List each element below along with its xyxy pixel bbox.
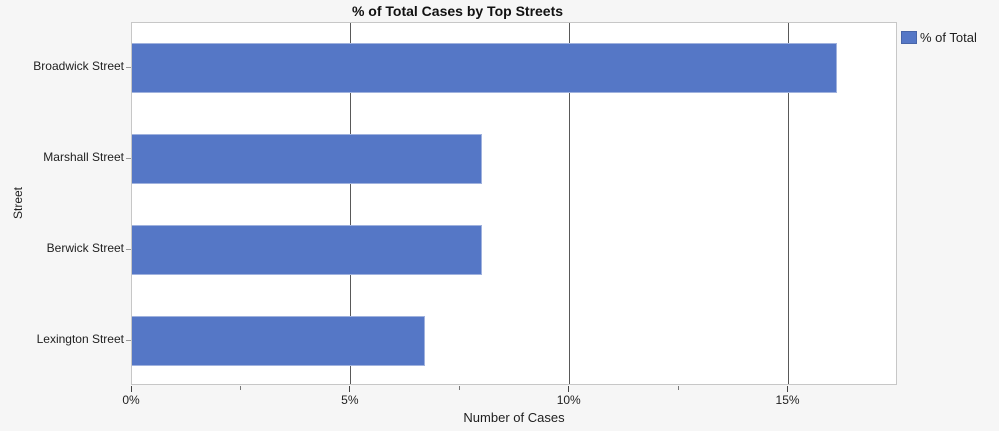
legend-swatch-icon (901, 31, 917, 44)
bar-broadwick-street[interactable] (132, 43, 837, 94)
xtick-minor-7-5 (458, 386, 460, 390)
y-axis-title: Street (11, 187, 25, 220)
ytick-label-marshall-street: Marshall Street (43, 150, 124, 165)
xtick-0- (130, 386, 132, 392)
xtick-label-0-: 0% (122, 393, 140, 407)
ytick-label-berwick-street: Berwick Street (46, 240, 124, 255)
ytick-marshall-street (126, 158, 131, 160)
chart-title: % of Total Cases by Top Streets (351, 3, 564, 19)
legend-item[interactable]: % of Total (901, 30, 977, 45)
gridline-10- (569, 23, 571, 384)
ytick-lexington-street (126, 339, 131, 341)
legend-label: % of Total (920, 30, 977, 45)
bar-berwick-street[interactable] (132, 224, 483, 275)
bar-marshall-street[interactable] (132, 134, 483, 185)
x-axis-title: Number of Cases (463, 410, 565, 425)
xtick-minor-12-5 (677, 386, 679, 390)
xtick-minor-2-5 (239, 386, 241, 390)
xtick-label-10-: 10% (556, 393, 581, 407)
bar-lexington-street[interactable] (132, 315, 426, 366)
plot-area (131, 22, 897, 385)
gridline-5- (350, 23, 352, 384)
ytick-label-lexington-street: Lexington Street (36, 331, 124, 346)
ytick-broadwick-street (126, 67, 131, 69)
xtick-label-15-: 15% (775, 393, 800, 407)
xtick-10- (568, 386, 570, 392)
xtick-15- (787, 386, 789, 392)
ytick-berwick-street (126, 248, 131, 250)
xtick-5- (349, 386, 351, 392)
ytick-label-broadwick-street: Broadwick Street (33, 59, 124, 74)
xtick-label-5-: 5% (341, 393, 359, 407)
gridline-15- (788, 23, 790, 384)
